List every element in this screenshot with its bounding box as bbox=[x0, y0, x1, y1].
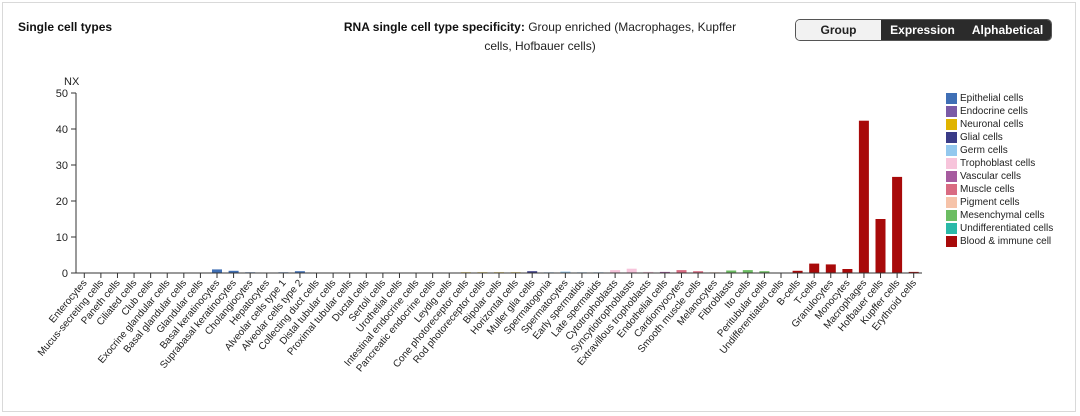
legend-swatch bbox=[946, 106, 957, 117]
legend-swatch bbox=[946, 158, 957, 169]
y-tick-label: 10 bbox=[56, 232, 68, 244]
legend-item-trophoblast-cells[interactable]: Trophoblast cells bbox=[946, 157, 1053, 170]
legend-label: Mesenchymal cells bbox=[960, 210, 1045, 221]
legend-label: Glial cells bbox=[960, 132, 1003, 143]
bar-ito-cells[interactable] bbox=[742, 270, 753, 273]
legend-swatch bbox=[946, 132, 957, 143]
bar-extravillous-trophoblasts[interactable] bbox=[643, 271, 654, 273]
bar-endothelial-cells[interactable] bbox=[659, 271, 670, 273]
legend-label: Blood & immune cell bbox=[960, 236, 1052, 247]
legend-swatch bbox=[946, 171, 957, 182]
legend-label: Germ cells bbox=[960, 145, 1008, 156]
y-tick-label: 20 bbox=[56, 196, 68, 208]
legend-swatch bbox=[946, 184, 957, 195]
legend-item-undifferentiated-cells[interactable]: Undifferentiated cells bbox=[946, 222, 1053, 235]
legend-label: Pigment cells bbox=[960, 197, 1020, 208]
legend-item-pigment-cells[interactable]: Pigment cells bbox=[946, 196, 1053, 209]
section-title: Single cell types bbox=[18, 20, 113, 34]
legend-swatch bbox=[946, 197, 957, 208]
y-tick-label: 0 bbox=[62, 268, 68, 280]
alphabetical-sort-button[interactable]: Alphabetical bbox=[964, 20, 1051, 40]
bar-alveolar-cells-type-2[interactable] bbox=[294, 271, 305, 273]
legend: Epithelial cells Endocrine cells Neuronal … bbox=[946, 92, 1053, 248]
bar-fibroblasts[interactable] bbox=[726, 270, 737, 274]
legend-label: Undifferentiated cells bbox=[960, 223, 1054, 234]
legend-item-neuronal-cells[interactable]: Neuronal cells bbox=[946, 118, 1053, 131]
legend-swatch bbox=[946, 223, 957, 234]
bar-macrophages[interactable] bbox=[858, 120, 869, 273]
bar-spermatocytes[interactable] bbox=[560, 271, 571, 273]
y-tick-label: 30 bbox=[56, 160, 68, 172]
legend-item-germ-cells[interactable]: Germ cells bbox=[946, 144, 1053, 157]
legend-label: Muscle cells bbox=[960, 184, 1015, 195]
legend-label: Trophoblast cells bbox=[960, 158, 1036, 169]
legend-item-muscle-cells[interactable]: Muscle cells bbox=[946, 183, 1053, 196]
specificity-value: Group enriched (Macrophages, Kupffer cel… bbox=[484, 20, 737, 53]
bar-cardiomyocytes[interactable] bbox=[676, 270, 687, 273]
bar-b-cells[interactable] bbox=[792, 270, 803, 273]
bar-muller-glia-cells[interactable] bbox=[527, 271, 538, 273]
expression-sort-button[interactable]: Expression bbox=[881, 20, 964, 40]
legend-item-endocrine-cells[interactable]: Endocrine cells bbox=[946, 105, 1053, 118]
specificity-label: RNA single cell type specificity: bbox=[343, 20, 525, 34]
legend-label: Epithelial cells bbox=[960, 93, 1024, 104]
legend-swatch bbox=[946, 93, 957, 104]
bar-t-cells[interactable] bbox=[809, 263, 820, 273]
legend-item-epithelial-cells[interactable]: Epithelial cells bbox=[946, 92, 1053, 105]
specificity-summary: RNA single cell type specificity: Group … bbox=[330, 18, 750, 56]
legend-swatch bbox=[946, 145, 957, 156]
bar-suprabasal-keratinocytes[interactable] bbox=[228, 270, 239, 273]
y-tick-label: 40 bbox=[56, 124, 68, 136]
bar-hofbauer-cells[interactable] bbox=[875, 219, 886, 273]
legend-item-mesenchymal-cells[interactable]: Mesenchymal cells bbox=[946, 209, 1053, 222]
legend-item-blood-immune-cell[interactable]: Blood & immune cell bbox=[946, 235, 1053, 248]
bar-kupffer-cells[interactable] bbox=[892, 176, 903, 273]
bar-syncytiotrophoblasts[interactable] bbox=[626, 268, 637, 273]
y-axis-label: NX bbox=[64, 76, 80, 88]
group-sort-button[interactable]: Group bbox=[796, 20, 881, 40]
legend-label: Endocrine cells bbox=[960, 106, 1028, 117]
legend-label: Vascular cells bbox=[960, 171, 1021, 182]
legend-item-vascular-cells[interactable]: Vascular cells bbox=[946, 170, 1053, 183]
bar-erythroid-cells[interactable] bbox=[908, 271, 919, 273]
legend-label: Neuronal cells bbox=[960, 119, 1024, 130]
bar-peritubular-cells[interactable] bbox=[759, 271, 770, 273]
legend-item-glial-cells[interactable]: Glial cells bbox=[946, 131, 1053, 144]
bar-smooth-muscle-cells[interactable] bbox=[693, 271, 704, 273]
y-tick-label: 50 bbox=[56, 88, 68, 100]
legend-swatch bbox=[946, 210, 957, 221]
bar-cytotrophoblasts[interactable] bbox=[610, 270, 621, 273]
bar-basal-keratinocytes[interactable] bbox=[212, 269, 222, 273]
view-toggle: Group Expression Alphabetical bbox=[795, 19, 1052, 41]
legend-swatch bbox=[946, 119, 957, 130]
legend-swatch bbox=[946, 236, 957, 247]
bar-granulocytes[interactable] bbox=[825, 264, 836, 273]
bars bbox=[79, 120, 919, 274]
bar-monocytes[interactable] bbox=[842, 269, 853, 273]
